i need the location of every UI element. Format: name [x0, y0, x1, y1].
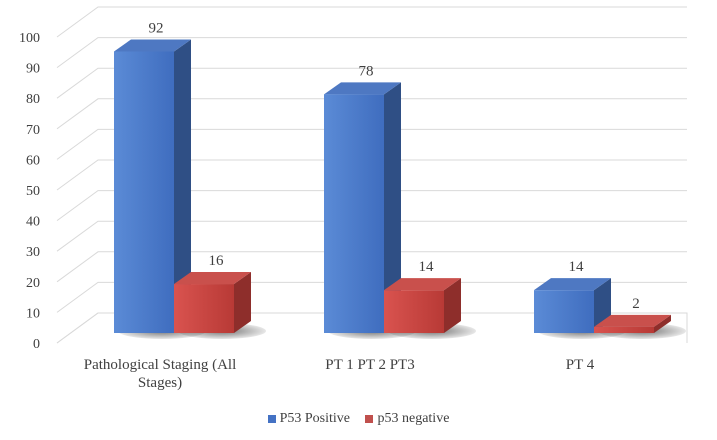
y-tick-label: 30	[26, 245, 40, 260]
y-tick-label: 50	[26, 184, 40, 199]
y-axis-ticks: 0 10 20 30 40 50 60 70 80 90 100	[19, 31, 40, 352]
bar	[114, 51, 174, 333]
gridline	[56, 190, 687, 222]
y-tick-label: 70	[26, 123, 40, 138]
bars	[114, 39, 686, 339]
x-axis-labels: Pathological Staging (All Stages) PT 1 PT …	[84, 357, 595, 391]
bar	[534, 290, 594, 333]
data-label: 2	[632, 296, 640, 312]
y-tick-label: 0	[33, 337, 40, 352]
gridline	[56, 159, 687, 191]
bar	[174, 284, 234, 333]
bar-side	[174, 39, 191, 333]
gridline	[56, 220, 687, 252]
y-tick-label: 90	[26, 62, 40, 77]
gridline	[56, 6, 687, 38]
bar-top	[324, 82, 401, 95]
data-label: 14	[419, 259, 435, 275]
y-tick-label: 100	[19, 31, 40, 46]
y-tick-label: 60	[26, 153, 40, 168]
legend-item-negative: p53 negative	[365, 411, 449, 427]
gridline	[56, 251, 687, 283]
y-tick-label: 20	[26, 276, 40, 291]
bar	[594, 326, 654, 333]
bar-top	[384, 278, 461, 291]
x-category-label: PT 1 PT 2 PT3	[325, 357, 414, 373]
legend-label-negative: p53 negative	[377, 411, 450, 426]
bar	[324, 94, 384, 333]
gridline	[56, 281, 687, 313]
data-labels: 92 16 78 14 14 2	[149, 20, 640, 311]
x-category-label: PT 4	[566, 357, 595, 373]
legend: P53 Positive p53 negative	[0, 411, 717, 428]
bar	[384, 290, 444, 333]
gridline	[56, 67, 687, 99]
data-label: 16	[209, 253, 225, 269]
x-category-label: Pathological Staging (All Stages)	[84, 357, 236, 391]
gridline	[56, 37, 687, 69]
bar-side	[234, 272, 251, 333]
bar-top	[174, 272, 251, 285]
bar-top	[114, 39, 191, 52]
legend-label-positive: P53 Positive	[279, 411, 350, 426]
legend-swatch-positive	[267, 415, 276, 423]
bar-top	[534, 278, 611, 291]
legend-item-positive: P53 Positive	[267, 411, 350, 427]
y-tick-label: 10	[26, 306, 40, 321]
data-label: 14	[569, 259, 585, 275]
legend-swatch-negative	[365, 415, 374, 423]
bar-top	[594, 314, 671, 327]
bar-side	[384, 82, 401, 333]
data-label: 92	[149, 20, 164, 36]
gridline	[56, 98, 687, 130]
gridlines	[56, 6, 688, 344]
y-tick-label: 40	[26, 215, 40, 230]
gridline	[56, 128, 687, 160]
bar-side	[654, 314, 671, 333]
y-tick-label: 80	[26, 92, 40, 107]
bar-side	[444, 278, 461, 333]
data-label: 78	[359, 63, 374, 79]
